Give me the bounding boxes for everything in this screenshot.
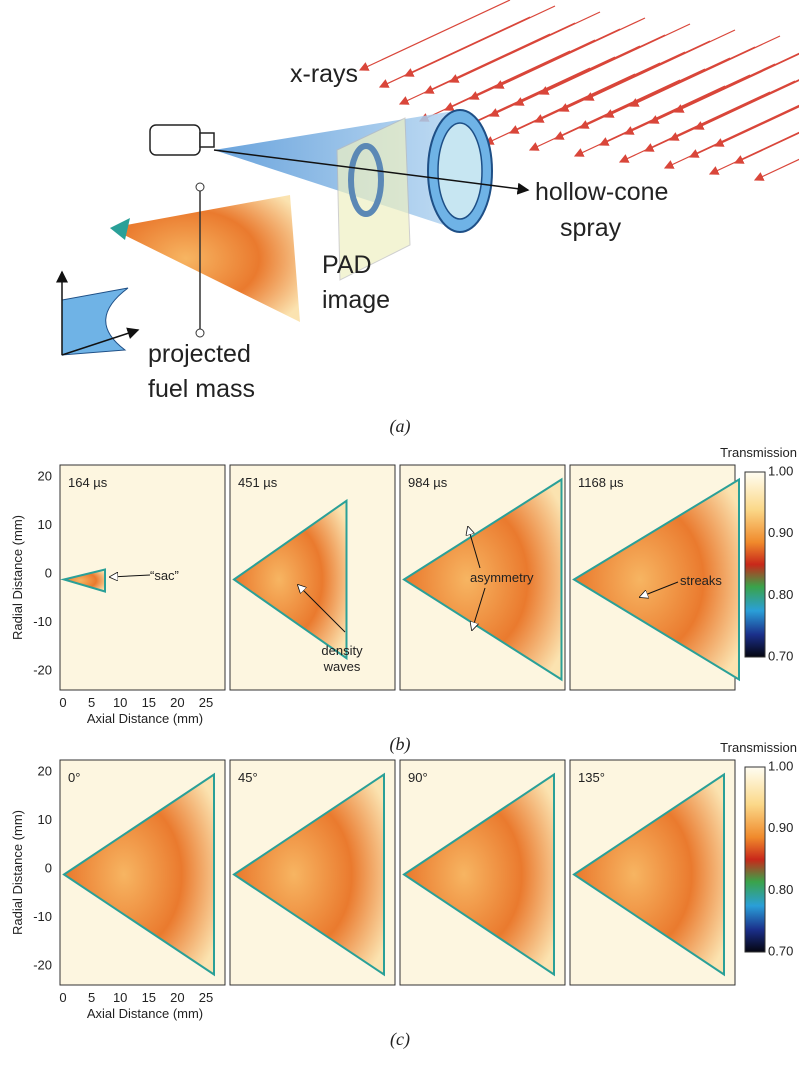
colorbar-tick-label: 1.00 [768,463,793,478]
annotation: streaks [680,573,722,588]
x-ray [360,0,510,70]
frame-label: 984 µs [408,475,448,490]
colorbar [745,472,765,657]
annotation: asymmetry [470,570,534,585]
y-tick-label: 20 [38,468,52,483]
y-tick-label: -10 [33,909,52,924]
x-ray [425,23,575,93]
x-ray [405,6,555,76]
annotation: “sac” [150,568,179,583]
x-ray [445,40,595,110]
frame-label: 0° [68,770,80,785]
x-tick-label: 5 [88,990,95,1005]
x-tick-label: 0 [59,695,66,710]
nozzle-tip [200,133,214,147]
x-ray [400,34,550,104]
frame-label: 90° [408,770,428,785]
y-label: Radial Distance (mm) [10,515,25,640]
x-ray [755,110,799,180]
annotation-line: density [321,643,363,658]
frame-label: 164 µs [68,475,108,490]
y-tick-label: 10 [38,812,52,827]
colorbar-title: Transmission [720,740,797,755]
colorbar-tick-label: 0.80 [768,587,793,602]
colorbar-tick-label: 0.70 [768,943,793,958]
x-tick-label: 25 [199,990,213,1005]
x-ray [535,52,685,122]
colorbar-tick-label: 0.70 [768,648,793,663]
y-tick-label: 0 [45,565,52,580]
x-label: Axial Distance (mm) [87,1006,203,1021]
spray-tip [110,218,130,240]
projection-end [196,183,204,191]
x-ray [490,46,640,116]
mass-profile [62,288,128,355]
colorbar [745,767,765,952]
xrays-label: x-rays [290,60,358,88]
x-ray [380,17,530,87]
x-tick-label: 20 [170,990,184,1005]
colorbar-tick-label: 0.90 [768,525,793,540]
x-tick-label: 10 [113,990,127,1005]
figure: x-rays hollow-conespray PADimage project… [0,0,799,1065]
x-tick-label: 0 [59,990,66,1005]
cone-inner [438,123,482,219]
colorbar-tick-label: 1.00 [768,758,793,773]
colorbar-title: Transmission [720,445,797,460]
projection-end [196,329,204,337]
y-label: Radial Distance (mm) [10,810,25,935]
x-tick-label: 20 [170,695,184,710]
x-ray [580,58,730,128]
x-ray [625,64,775,134]
y-tick-label: -10 [33,614,52,629]
caption: (c) [390,1029,410,1050]
colorbar-tick-label: 0.90 [768,820,793,835]
frame-label: 135° [578,770,605,785]
colorbar-tick-label: 0.80 [768,882,793,897]
y-tick-label: -20 [33,957,52,972]
annotation-line: waves [323,659,361,674]
y-tick-label: 20 [38,763,52,778]
frame-label: 45° [238,770,258,785]
x-tick-label: 10 [113,695,127,710]
frame-label: 451 µs [238,475,278,490]
caption: (b) [390,734,411,755]
x-tick-label: 5 [88,695,95,710]
caption: (a) [390,416,411,437]
x-label: Axial Distance (mm) [87,711,203,726]
x-tick-label: 15 [142,990,156,1005]
panels: 164 µs 451 µs 984 µs 1168 µs Radial Distance… [10,445,797,1050]
x-tick-label: 25 [199,695,213,710]
y-tick-label: -20 [33,662,52,677]
nozzle [150,125,200,155]
y-tick-label: 0 [45,860,52,875]
spray-image [110,195,300,322]
x-tick-label: 15 [142,695,156,710]
frame-label: 1168 µs [578,475,624,490]
y-tick-label: 10 [38,517,52,532]
